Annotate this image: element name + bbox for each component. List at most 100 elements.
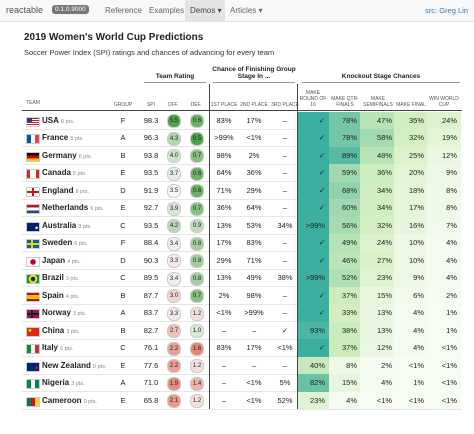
column-header: DEF.	[190, 102, 202, 108]
knockout-chance: ✓	[297, 251, 329, 269]
group-chance: 38%	[277, 273, 293, 282]
row-rule	[22, 286, 462, 287]
group: B	[120, 150, 126, 160]
spi: 91.9	[143, 185, 159, 195]
def-rating: 1.2	[190, 306, 204, 321]
off-rating: 2.2	[167, 341, 181, 356]
row-rule	[22, 408, 462, 409]
brand[interactable]: reactable	[6, 5, 44, 15]
knockout-chance: <1%	[427, 374, 461, 392]
row-rule	[22, 321, 462, 322]
spi: 83.7	[143, 308, 159, 317]
def-rating: 0.7	[190, 289, 204, 304]
nav-link[interactable]: Articles ▾	[230, 6, 263, 15]
group: B	[120, 290, 126, 300]
knockout-chance: 32%	[394, 129, 428, 147]
group: E	[120, 360, 126, 370]
knockout-chance: 7%	[427, 216, 461, 234]
nav-link[interactable]: Examples	[149, 6, 185, 15]
team-points: 6 pts.	[75, 188, 90, 195]
column-header: 3RD PLACE	[271, 102, 299, 108]
nav-link[interactable]: Demos ▾	[190, 6, 222, 15]
column-header: GROUP	[113, 102, 133, 108]
group-chance: –	[282, 150, 288, 160]
def-rating: 1.6	[190, 341, 204, 356]
group-chance: 64%	[246, 203, 262, 212]
group-rule	[144, 82, 206, 83]
group-chance: –	[282, 238, 288, 247]
knockout-chance: 2%	[427, 286, 461, 304]
flag	[26, 291, 40, 302]
knockout-chance: 12%	[360, 339, 396, 357]
team-points: 6 pts.	[90, 206, 104, 212]
group: D	[120, 255, 126, 265]
team-cell: USA 6 pts.	[42, 112, 74, 132]
group-chance: –	[251, 325, 257, 335]
group-chance: 83%	[246, 238, 262, 247]
group-chance: 2%	[218, 290, 230, 300]
knockout-chance: 40%	[297, 356, 329, 374]
def-rating: 0.9	[190, 219, 204, 234]
group-header: Knockout Stage Chances	[341, 73, 421, 80]
off-rating: 2.1	[167, 394, 181, 409]
knockout-chance: 24%	[427, 111, 461, 129]
knockout-chance: 4%	[427, 251, 461, 269]
flag	[26, 344, 40, 354]
knockout-chance: 93%	[297, 321, 329, 339]
group: B	[120, 325, 126, 335]
knockout-chance: 8%	[427, 181, 461, 199]
group-chance: 98%	[246, 290, 262, 300]
spi: 65.8	[143, 395, 159, 405]
source-link[interactable]: src: Greg Lin	[425, 6, 468, 15]
team-cell: Canada 6 pts.	[42, 164, 86, 184]
knockout-chance: >99%	[297, 216, 329, 234]
group-rule	[213, 82, 295, 83]
spi: 93.8	[143, 150, 159, 160]
off-rating: 3.5	[167, 184, 181, 199]
knockout-chance: 18%	[394, 181, 428, 199]
knockout-chance: 20%	[394, 164, 428, 182]
team-cell: Netherlands 6 pts.	[42, 199, 104, 219]
column-header: MAKE ROUND OF 16	[299, 90, 327, 108]
spi: 93.5	[143, 220, 159, 230]
knockout-chance: 23%	[360, 269, 396, 287]
group-chance: –	[282, 115, 288, 125]
knockout-chance: 16%	[394, 216, 428, 234]
team-cell: Brazil 3 pts.	[42, 269, 79, 289]
group-chance: 36%	[216, 203, 232, 212]
team-name: Cameroon	[42, 395, 82, 405]
off-rating: 4.0	[167, 149, 181, 164]
knockout-chance: ✓	[297, 146, 329, 164]
group-chance: –	[282, 203, 288, 212]
knockout-chance: 19%	[427, 129, 461, 147]
team-points: 6 pts.	[70, 136, 84, 142]
group-chance: <1%	[277, 343, 293, 352]
knockout-chance: 4%	[360, 374, 396, 392]
team-cell: Cameroon 0 pts.	[42, 392, 97, 412]
team-points: 3 pts.	[66, 328, 80, 335]
knockout-chance: ✓	[297, 129, 329, 147]
group-chance: –	[282, 185, 288, 195]
knockout-chance: 4%	[394, 304, 428, 322]
def-rating: 0.6	[190, 166, 204, 181]
nav-link[interactable]: Reference	[105, 6, 142, 15]
group-chance: 34%	[277, 220, 293, 230]
def-rating: 0.7	[190, 201, 204, 216]
flag	[26, 169, 40, 179]
knockout-chance: 56%	[329, 216, 361, 234]
group-chance: ✓	[281, 325, 289, 335]
team-name: Germany	[42, 150, 77, 160]
column-header: OFF.	[167, 102, 179, 108]
knockout-chance: 82%	[297, 374, 329, 392]
group-chance: <1%	[246, 378, 262, 387]
knockout-chance: ✓	[297, 304, 329, 322]
team-name: Netherlands	[42, 203, 89, 212]
row-rule	[22, 356, 462, 357]
flag	[26, 239, 40, 249]
group-chance: –	[282, 133, 288, 142]
flag	[26, 151, 40, 162]
group-header: Chance of Finishing Group Stage In ...	[212, 66, 296, 80]
knockout-chance: 37%	[329, 339, 361, 357]
team-name: Japan	[42, 255, 66, 265]
group-chance: >99%	[244, 308, 264, 317]
